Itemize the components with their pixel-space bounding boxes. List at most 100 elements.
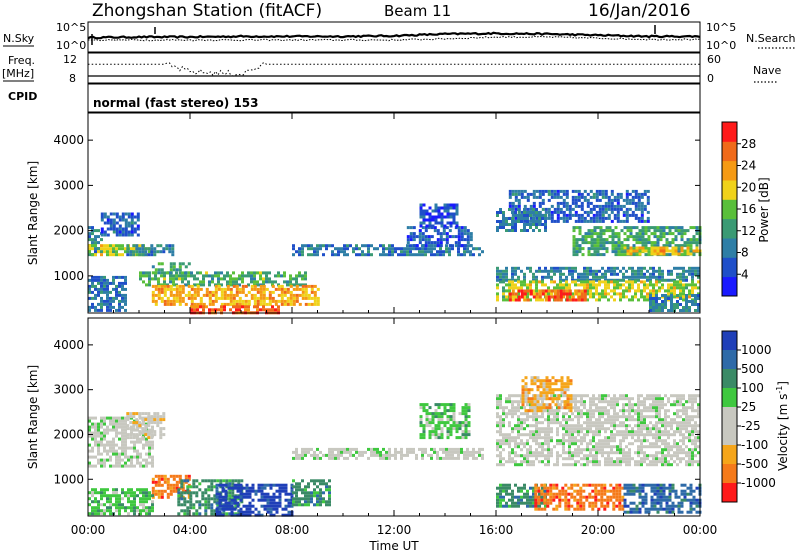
- heat-cell: [559, 269, 562, 273]
- heat-cell: [514, 204, 518, 208]
- heat-cell: [697, 266, 700, 270]
- heat-cell: [112, 446, 115, 450]
- heat-cell: [676, 280, 679, 284]
- heat-cell: [172, 477, 176, 481]
- heat-cell: [106, 416, 109, 420]
- heat-cell: [592, 195, 596, 199]
- heat-cell: [586, 424, 589, 428]
- heat-cell: [685, 297, 688, 300]
- heat-cell: [178, 284, 182, 288]
- heat-cell: [195, 512, 199, 516]
- heat-cell: [598, 216, 602, 220]
- heat-cell: [517, 214, 520, 217]
- heat-cell: [169, 474, 173, 478]
- heat-cell: [662, 244, 666, 248]
- heat-cell: [97, 434, 100, 438]
- heat-cell: [577, 298, 581, 302]
- heat-cell: [670, 283, 673, 287]
- heat-cell: [88, 497, 91, 501]
- heat-cell: [655, 406, 658, 410]
- heat-cell: [640, 394, 643, 398]
- heat-cell: [616, 397, 619, 401]
- heat-cell: [565, 201, 569, 205]
- heat-cell: [127, 494, 130, 498]
- heat-cell: [238, 287, 242, 291]
- heat-cell: [298, 503, 301, 507]
- heat-cell: [511, 204, 515, 208]
- heat-cell: [328, 450, 331, 454]
- heat-cell: [655, 421, 658, 425]
- heat-cell: [650, 241, 654, 245]
- heat-cell: [593, 241, 597, 245]
- heat-cell: [156, 415, 160, 419]
- heat-cell: [529, 226, 532, 229]
- heat-cell: [634, 430, 637, 434]
- heat-cell: [592, 448, 595, 452]
- heat-cell: [685, 306, 688, 309]
- heat-cell: [121, 452, 124, 456]
- heat-cell: [397, 253, 400, 257]
- heat-cell: [613, 463, 616, 467]
- heat-cell: [532, 192, 536, 196]
- heat-cell: [659, 249, 663, 253]
- heat-cell: [691, 266, 694, 270]
- heat-cell: [178, 265, 182, 269]
- heat-cell: [242, 495, 246, 499]
- heat-cell: [697, 303, 700, 306]
- heat-cell: [676, 412, 679, 416]
- heat-cell: [679, 448, 682, 452]
- heat-cell: [514, 412, 517, 416]
- heat-cell: [136, 253, 139, 257]
- heat-cell: [575, 238, 579, 242]
- heat-cell: [253, 293, 257, 297]
- heat-cell: [626, 252, 630, 256]
- heat-cell: [322, 500, 325, 504]
- heat-cell: [587, 232, 591, 236]
- heat-cell: [682, 306, 685, 309]
- heat-cell: [604, 204, 608, 208]
- heat-cell: [692, 253, 696, 257]
- heat-cell: [278, 489, 282, 493]
- heat-cell: [610, 445, 613, 449]
- heat-cell: [208, 290, 212, 294]
- heat-cell: [355, 244, 358, 248]
- heat-cell: [124, 224, 128, 228]
- heat-cell: [652, 460, 655, 464]
- heat-cell: [434, 206, 438, 210]
- heat-cell: [277, 305, 280, 309]
- heat-cell: [658, 297, 661, 300]
- heat-cell: [207, 497, 211, 501]
- heat-cell: [626, 247, 630, 251]
- noise-left-label: N.Sky: [3, 32, 35, 45]
- heat-cell: [187, 474, 191, 478]
- heat-cell: [183, 503, 187, 507]
- heat-cell: [514, 424, 517, 428]
- heat-cell: [586, 412, 589, 416]
- heat-cell: [520, 421, 523, 425]
- heat-cell: [589, 406, 592, 410]
- heat-cell: [328, 494, 331, 498]
- heat-cell: [682, 397, 685, 401]
- heat-cell: [682, 403, 685, 407]
- heat-cell: [547, 275, 550, 279]
- heat-cell: [236, 495, 240, 499]
- heat-cell: [222, 479, 226, 483]
- heat-cell: [547, 454, 550, 458]
- heat-cell: [193, 305, 196, 309]
- heat-cell: [88, 253, 91, 257]
- nave-tick-bottom: 0: [707, 72, 714, 85]
- heat-cell: [189, 485, 193, 489]
- heat-cell: [644, 244, 648, 248]
- heat-cell: [195, 485, 199, 489]
- colorbar-swatch: [722, 180, 737, 200]
- heat-cell: [192, 506, 196, 510]
- heat-cell: [685, 412, 688, 416]
- heat-cell: [595, 286, 598, 290]
- heat-cell: [295, 494, 298, 498]
- heat-cell: [430, 250, 433, 254]
- heat-cell: [250, 296, 254, 300]
- heat-cell: [103, 287, 106, 291]
- heat-cell: [646, 397, 649, 401]
- heat-cell: [233, 483, 237, 487]
- heat-cell: [649, 397, 652, 401]
